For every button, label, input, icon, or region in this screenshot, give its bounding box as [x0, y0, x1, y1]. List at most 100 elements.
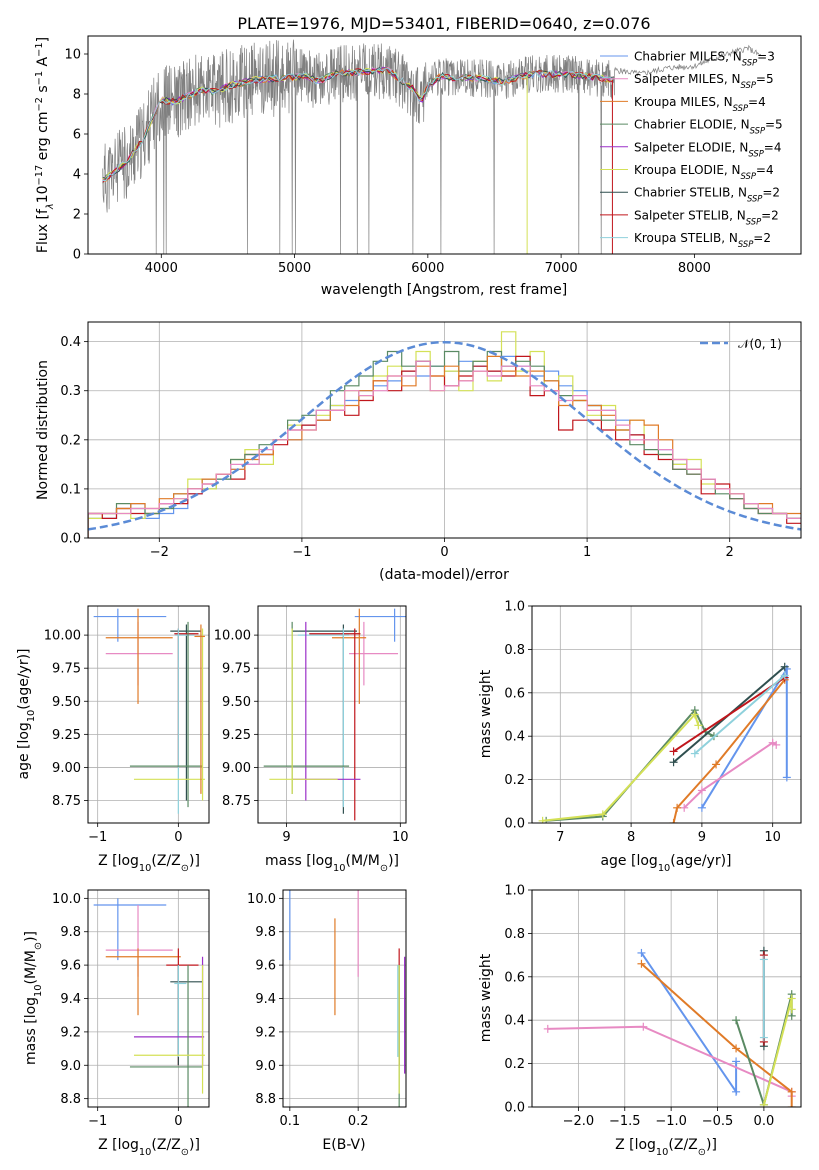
y-tick-label: 0.1	[60, 482, 81, 497]
x-tick-label: 0	[440, 545, 448, 560]
x-tick-label: 0	[174, 1114, 182, 1129]
age-vs-metallicity-panel: −1 0 8.75 9.00 9.25 9.50 9.75 10.00 Z [log10(Z/Z…	[16, 605, 210, 874]
series-line	[694, 674, 786, 755]
series-line	[701, 665, 788, 809]
y-axis-label: mass [log10(M/M⊙)]	[23, 931, 44, 1065]
y-axis-label: mass weight	[478, 669, 494, 758]
y-tick-label: 0.0	[60, 532, 81, 547]
y-tick-label: 0.8	[504, 927, 525, 942]
y-tick-label: 0.4	[504, 730, 525, 745]
plot-area	[88, 331, 801, 538]
legend-entry: Kroupa MILES, NSSP=4	[634, 95, 766, 113]
y-axis-label: Flux [fλ10−17 erg cm−2 s−1 A−1]	[34, 37, 56, 253]
y-tick-label: 2	[73, 208, 81, 223]
y-tick-label: 0.8	[504, 643, 525, 658]
y-tick-label: 9.4	[60, 992, 81, 1007]
plot-area	[263, 608, 406, 821]
y-tick-label: 10.00	[214, 629, 251, 644]
y-tick-label: 10.0	[52, 892, 81, 907]
x-tick-label: 0.1	[279, 1114, 300, 1129]
y-axis-label: age [log10(age/yr)]	[16, 648, 37, 779]
y-tick-label: 9.4	[255, 992, 276, 1007]
y-tick-label: 9.75	[222, 662, 251, 677]
x-axis-label: Z [log10(Z/Z⊙)]	[615, 1137, 717, 1158]
y-tick-label: 0.2	[504, 773, 525, 788]
residual-histogram-panel: −2 −1 0 1 2 0.0 0.1 0.2 0.3 0.4 𝒩(0, 1) (data-model…	[35, 321, 802, 583]
mass-vs-extinction-panel: 0.1 0.2 8.8 9.0 9.2 9.4 9.6 9.8 10.0 E(B-V)	[247, 889, 407, 1153]
y-tick-label: 9.0	[255, 1059, 276, 1074]
x-axis-label: Z [log10(Z/Z⊙)]	[98, 853, 200, 874]
y-tick-label: 0.4	[60, 335, 81, 350]
axes-frame	[87, 35, 802, 255]
y-tick-label: 1.0	[504, 884, 525, 899]
x-tick-label: 7	[556, 830, 564, 845]
y-tick-label: 0.6	[504, 686, 525, 701]
legend-entry: 𝒩(0, 1)	[738, 337, 782, 351]
y-tick-label: 0.0	[504, 817, 525, 832]
y-tick-label: 0.3	[60, 384, 81, 399]
y-tick-label: 1.0	[504, 600, 525, 615]
x-tick-label: 0.2	[348, 1114, 369, 1129]
x-tick-label: 1	[583, 545, 591, 560]
x-axis-label: (data-model)/error	[379, 567, 509, 583]
x-tick-label: 6000	[411, 261, 444, 276]
axes-frame	[531, 605, 802, 824]
y-tick-label: 8.75	[222, 794, 251, 809]
y-tick-label: 0.0	[504, 1101, 525, 1116]
legend-entry: Kroupa ELODIE, NSSP=4	[634, 163, 774, 181]
y-tick-label: 8.8	[60, 1092, 81, 1107]
x-axis-label: wavelength [Angstrom, rest frame]	[321, 282, 567, 298]
x-tick-label: 7000	[545, 261, 578, 276]
axes-frame	[257, 605, 407, 824]
age-vs-mass-panel: 9 10 8.75 9.00 9.25 9.50 9.75 10.00 mass [log10(…	[214, 605, 409, 874]
x-tick-label: 8000	[678, 261, 711, 276]
y-axis-label: mass weight	[478, 953, 494, 1042]
legend-entry: Salpeter ELODIE, NSSP=4	[634, 140, 782, 158]
x-tick-label: 0	[174, 830, 182, 845]
series-line	[673, 676, 786, 753]
y-tick-label: 9.00	[52, 761, 81, 776]
x-tick-label: 10	[764, 830, 781, 845]
plot-area	[543, 946, 796, 1107]
y-tick-label: 9.25	[52, 728, 81, 743]
y-tick-label: 9.50	[52, 695, 81, 710]
y-tick-label: 9.2	[255, 1025, 276, 1040]
legend: Chabrier MILES, NSSP=3 Salpeter MILES, NS…	[600, 50, 783, 249]
mass-weight-vs-age-panel: 7 8 9 10 0.0 0.2 0.4 0.6 0.8 1.0 mass weight age [l…	[478, 600, 802, 874]
series-line	[683, 741, 777, 809]
x-axis-label: E(B-V)	[322, 1137, 365, 1153]
y-tick-label: 9.50	[222, 695, 251, 710]
mass-weight-vs-metallicity-panel: −2.0 −1.5 −1.0 −0.5 0.0 0.0 0.2 0.4 0.6 0.8 1.0 mas…	[478, 884, 802, 1158]
figure-title: PLATE=1976, MJD=53401, FIBERID=0640, z=0…	[237, 14, 650, 33]
plot-area	[93, 898, 205, 1107]
y-tick-label: 9.00	[222, 761, 251, 776]
series-line	[640, 952, 738, 1096]
x-tick-label: −1.5	[609, 1114, 641, 1129]
y-tick-label: 8.75	[52, 794, 81, 809]
y-tick-label: 9.75	[52, 662, 81, 677]
x-tick-label: −2	[150, 545, 169, 560]
x-tick-label: 4000	[145, 261, 178, 276]
plot-area	[102, 39, 762, 254]
x-tick-label: 9	[282, 830, 290, 845]
y-tick-label: 0.4	[504, 1014, 525, 1029]
y-tick-label: 6	[73, 128, 81, 143]
x-tick-label: 0.0	[754, 1114, 775, 1129]
x-tick-label: −1	[292, 545, 311, 560]
y-tick-label: 0.6	[504, 970, 525, 985]
legend-entry: Chabrier ELODIE, NSSP=5	[634, 118, 783, 136]
model-spectrum	[102, 67, 613, 181]
mass-vs-metallicity-panel: −1 0 8.8 9.0 9.2 9.4 9.6 9.8 10.0 Z [log10(Z/Z⊙)]…	[23, 889, 210, 1158]
y-tick-label: 9.6	[60, 959, 81, 974]
y-tick-label: 9.0	[60, 1059, 81, 1074]
y-tick-label: 9.25	[222, 728, 251, 743]
plot-area	[93, 608, 205, 814]
gaussian-curve	[88, 340, 801, 531]
y-tick-label: 0	[73, 248, 81, 263]
series-line	[542, 712, 700, 822]
y-tick-label: 0.2	[504, 1057, 525, 1072]
legend-entry: Salpeter STELIB, NSSP=2	[634, 208, 779, 226]
y-tick-label: 10.0	[247, 892, 276, 907]
y-tick-label: 8.8	[255, 1092, 276, 1107]
